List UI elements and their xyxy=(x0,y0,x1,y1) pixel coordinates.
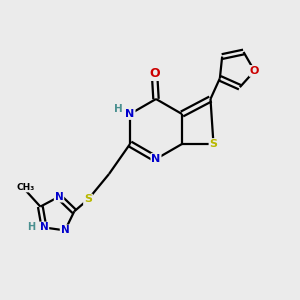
Text: N: N xyxy=(152,154,160,164)
Text: N: N xyxy=(125,109,135,119)
Text: N: N xyxy=(55,192,63,202)
Text: S: S xyxy=(209,139,217,149)
Text: H: H xyxy=(114,103,123,114)
Text: N: N xyxy=(40,222,48,233)
Text: N: N xyxy=(61,225,69,236)
Text: O: O xyxy=(250,66,259,76)
Text: O: O xyxy=(149,67,160,80)
Text: S: S xyxy=(84,194,92,205)
Text: CH₃: CH₃ xyxy=(16,183,34,192)
Text: H: H xyxy=(27,222,35,233)
